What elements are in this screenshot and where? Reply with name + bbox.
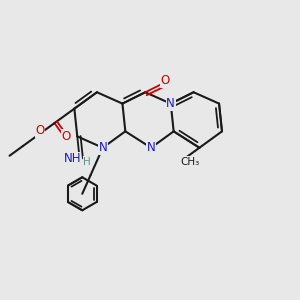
Text: O: O xyxy=(161,74,170,87)
Text: NH: NH xyxy=(63,152,81,165)
Text: O: O xyxy=(61,130,70,143)
Text: N: N xyxy=(98,141,107,154)
Text: N: N xyxy=(147,141,155,154)
Text: CH₃: CH₃ xyxy=(180,157,200,166)
Text: H: H xyxy=(83,157,91,167)
Text: N: N xyxy=(167,97,175,110)
Text: O: O xyxy=(36,124,45,137)
